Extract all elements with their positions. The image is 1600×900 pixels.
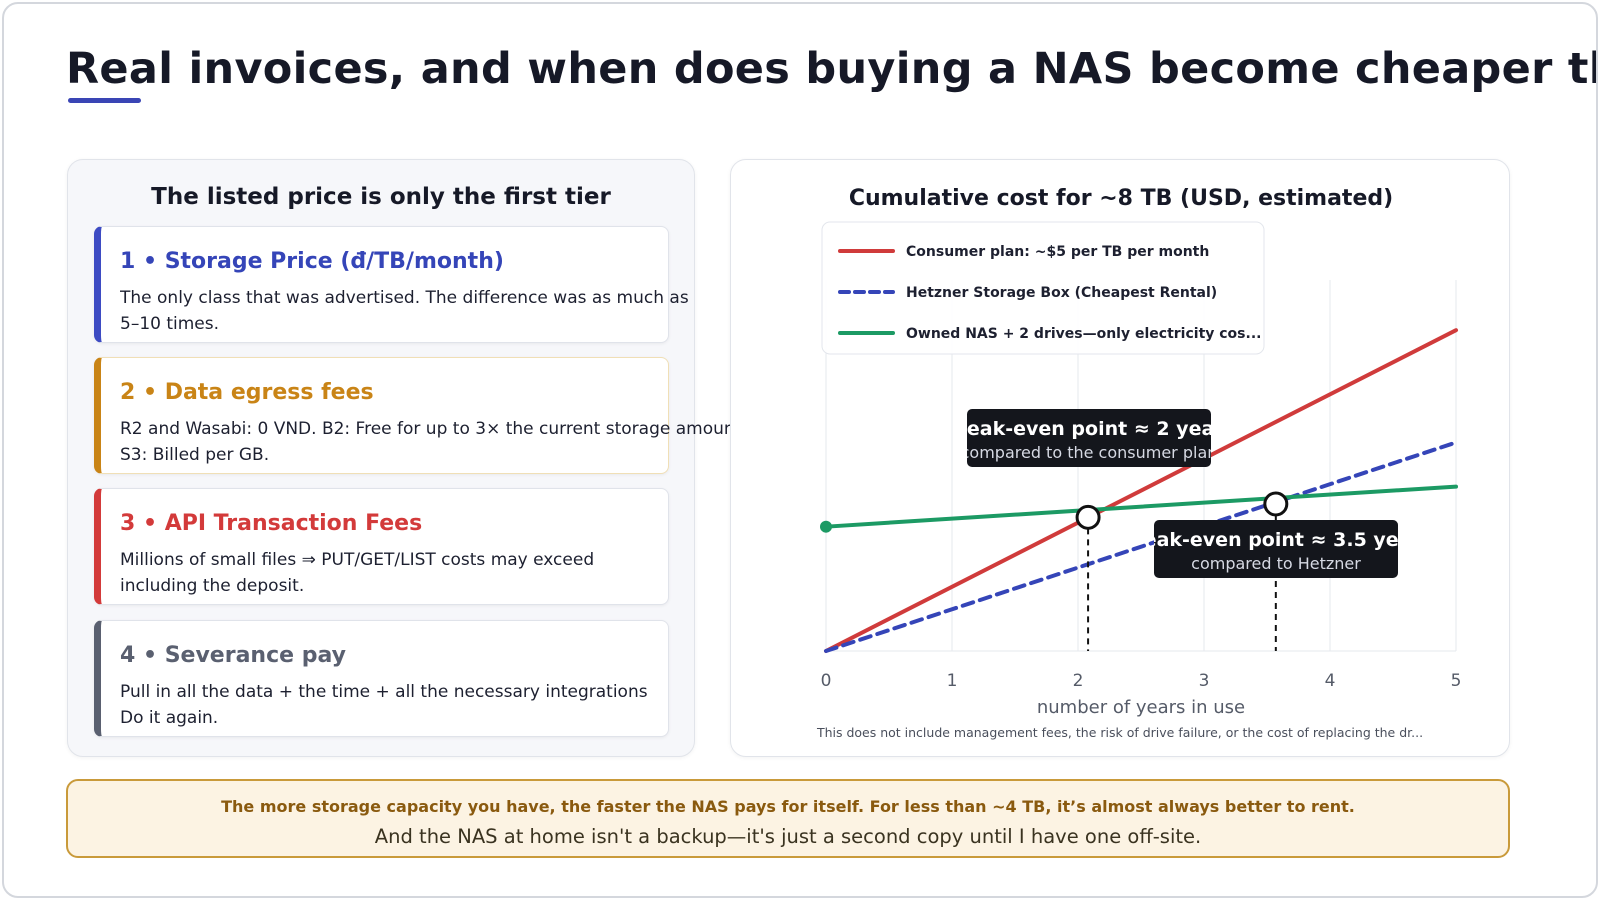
series-start-point <box>820 520 832 533</box>
card-storage-price: 1 • Storage Price (đ/TB/month) The only … <box>94 226 689 343</box>
x-tick-label: 2 <box>1073 671 1084 691</box>
page-title: Real invoices, and when does buying a NA… <box>66 44 1598 94</box>
x-tick-label: 5 <box>1451 671 1462 691</box>
card-line: Millions of small files ⇒ PUT/GET/LIST c… <box>120 550 595 570</box>
card-body: The only class that was advertised. The … <box>120 285 740 337</box>
banner-note: And the NAS at home isn't a backup—it's … <box>374 825 1202 848</box>
chart-legend <box>821 221 1265 355</box>
series-line-2 <box>824 440 1458 653</box>
annotation-box <box>967 409 1211 467</box>
cumulative-cost-chart: Cumulative cost for ~8 TB (USD, estimate… <box>816 186 1462 740</box>
card-line: The only class that was advertised. The … <box>120 288 689 308</box>
x-tick-label: 4 <box>1325 671 1336 691</box>
card-api-fees: 3 • API Transaction Fees Millions of sma… <box>94 488 669 605</box>
card-heading: 1 • Storage Price (đ/TB/month) <box>120 249 504 274</box>
annotation-subtitle: compared to the consumer plan <box>961 443 1218 462</box>
chart-footnote: This does not include management fees, t… <box>816 725 1423 740</box>
series-line-1 <box>824 328 1458 653</box>
x-tick-label: 3 <box>1199 671 1210 691</box>
chart-panel: Cumulative cost for ~8 TB (USD, estimate… <box>730 159 1510 757</box>
legend-label: Hetzner Storage Box (Cheapest Rental) <box>906 285 1217 301</box>
x-tick-label: 1 <box>947 671 958 691</box>
card-body: Pull in all the data + the time + all th… <box>120 679 740 731</box>
x-axis-label: number of years in use <box>1037 697 1245 718</box>
break-even-marker <box>1263 491 1289 517</box>
annotation-title: Break-even point ≈ 3.5 years <box>1120 529 1432 551</box>
card-heading: 4 • Severance pay <box>120 643 346 668</box>
card-line: Do it again. <box>120 708 219 728</box>
card-heading: 2 • Data egress fees <box>120 380 374 405</box>
annotation-box <box>1154 520 1398 578</box>
annotation-subtitle: compared to Hetzner <box>1191 554 1361 573</box>
card-heading: 3 • API Transaction Fees <box>120 511 423 536</box>
fee-tiers-title: The listed price is only the first tier <box>151 184 611 210</box>
fee-tiers-panel: The listed price is only the first tier … <box>67 159 732 757</box>
break-even-annotation: Break-even point ≈ 3.5 years compared to … <box>1120 520 1432 578</box>
chart-title: Cumulative cost for ~8 TB (USD, estimate… <box>849 186 1393 211</box>
break-even-annotation: Break-even point ≈ 2 years compared to th… <box>943 409 1235 467</box>
card-body: Millions of small files ⇒ PUT/GET/LIST c… <box>120 547 740 599</box>
legend-label: Owned NAS + 2 drives—only electricity co… <box>906 326 1261 342</box>
card-line: including the deposit. <box>120 576 305 596</box>
series-line-3 <box>824 484 1458 529</box>
card-line: 5–10 times. <box>120 314 220 334</box>
card-line: R2 and Wasabi: 0 VND. B2: Free for up to… <box>120 419 732 439</box>
takeaway-banner: The more storage capacity you have, the … <box>66 779 1510 858</box>
legend-label: Consumer plan: ~$5 per TB per month <box>906 244 1209 260</box>
card-body: R2 and Wasabi: 0 VND. B2: Free for up to… <box>120 416 740 468</box>
banner-headline: The more storage capacity you have, the … <box>221 797 1355 816</box>
card-egress-fees: 2 • Data egress fees R2 and Wasabi: 0 VN… <box>94 357 732 474</box>
x-tick-label: 0 <box>821 671 832 691</box>
card-line: S3: Billed per GB. <box>120 445 270 465</box>
annotation-title: Break-even point ≈ 2 years <box>943 418 1235 440</box>
card-severance-pay: 4 • Severance pay Pull in all the data +… <box>94 620 669 737</box>
title-underline <box>68 98 141 103</box>
card-line: Pull in all the data + the time + all th… <box>120 682 648 702</box>
break-even-marker <box>1075 504 1101 530</box>
